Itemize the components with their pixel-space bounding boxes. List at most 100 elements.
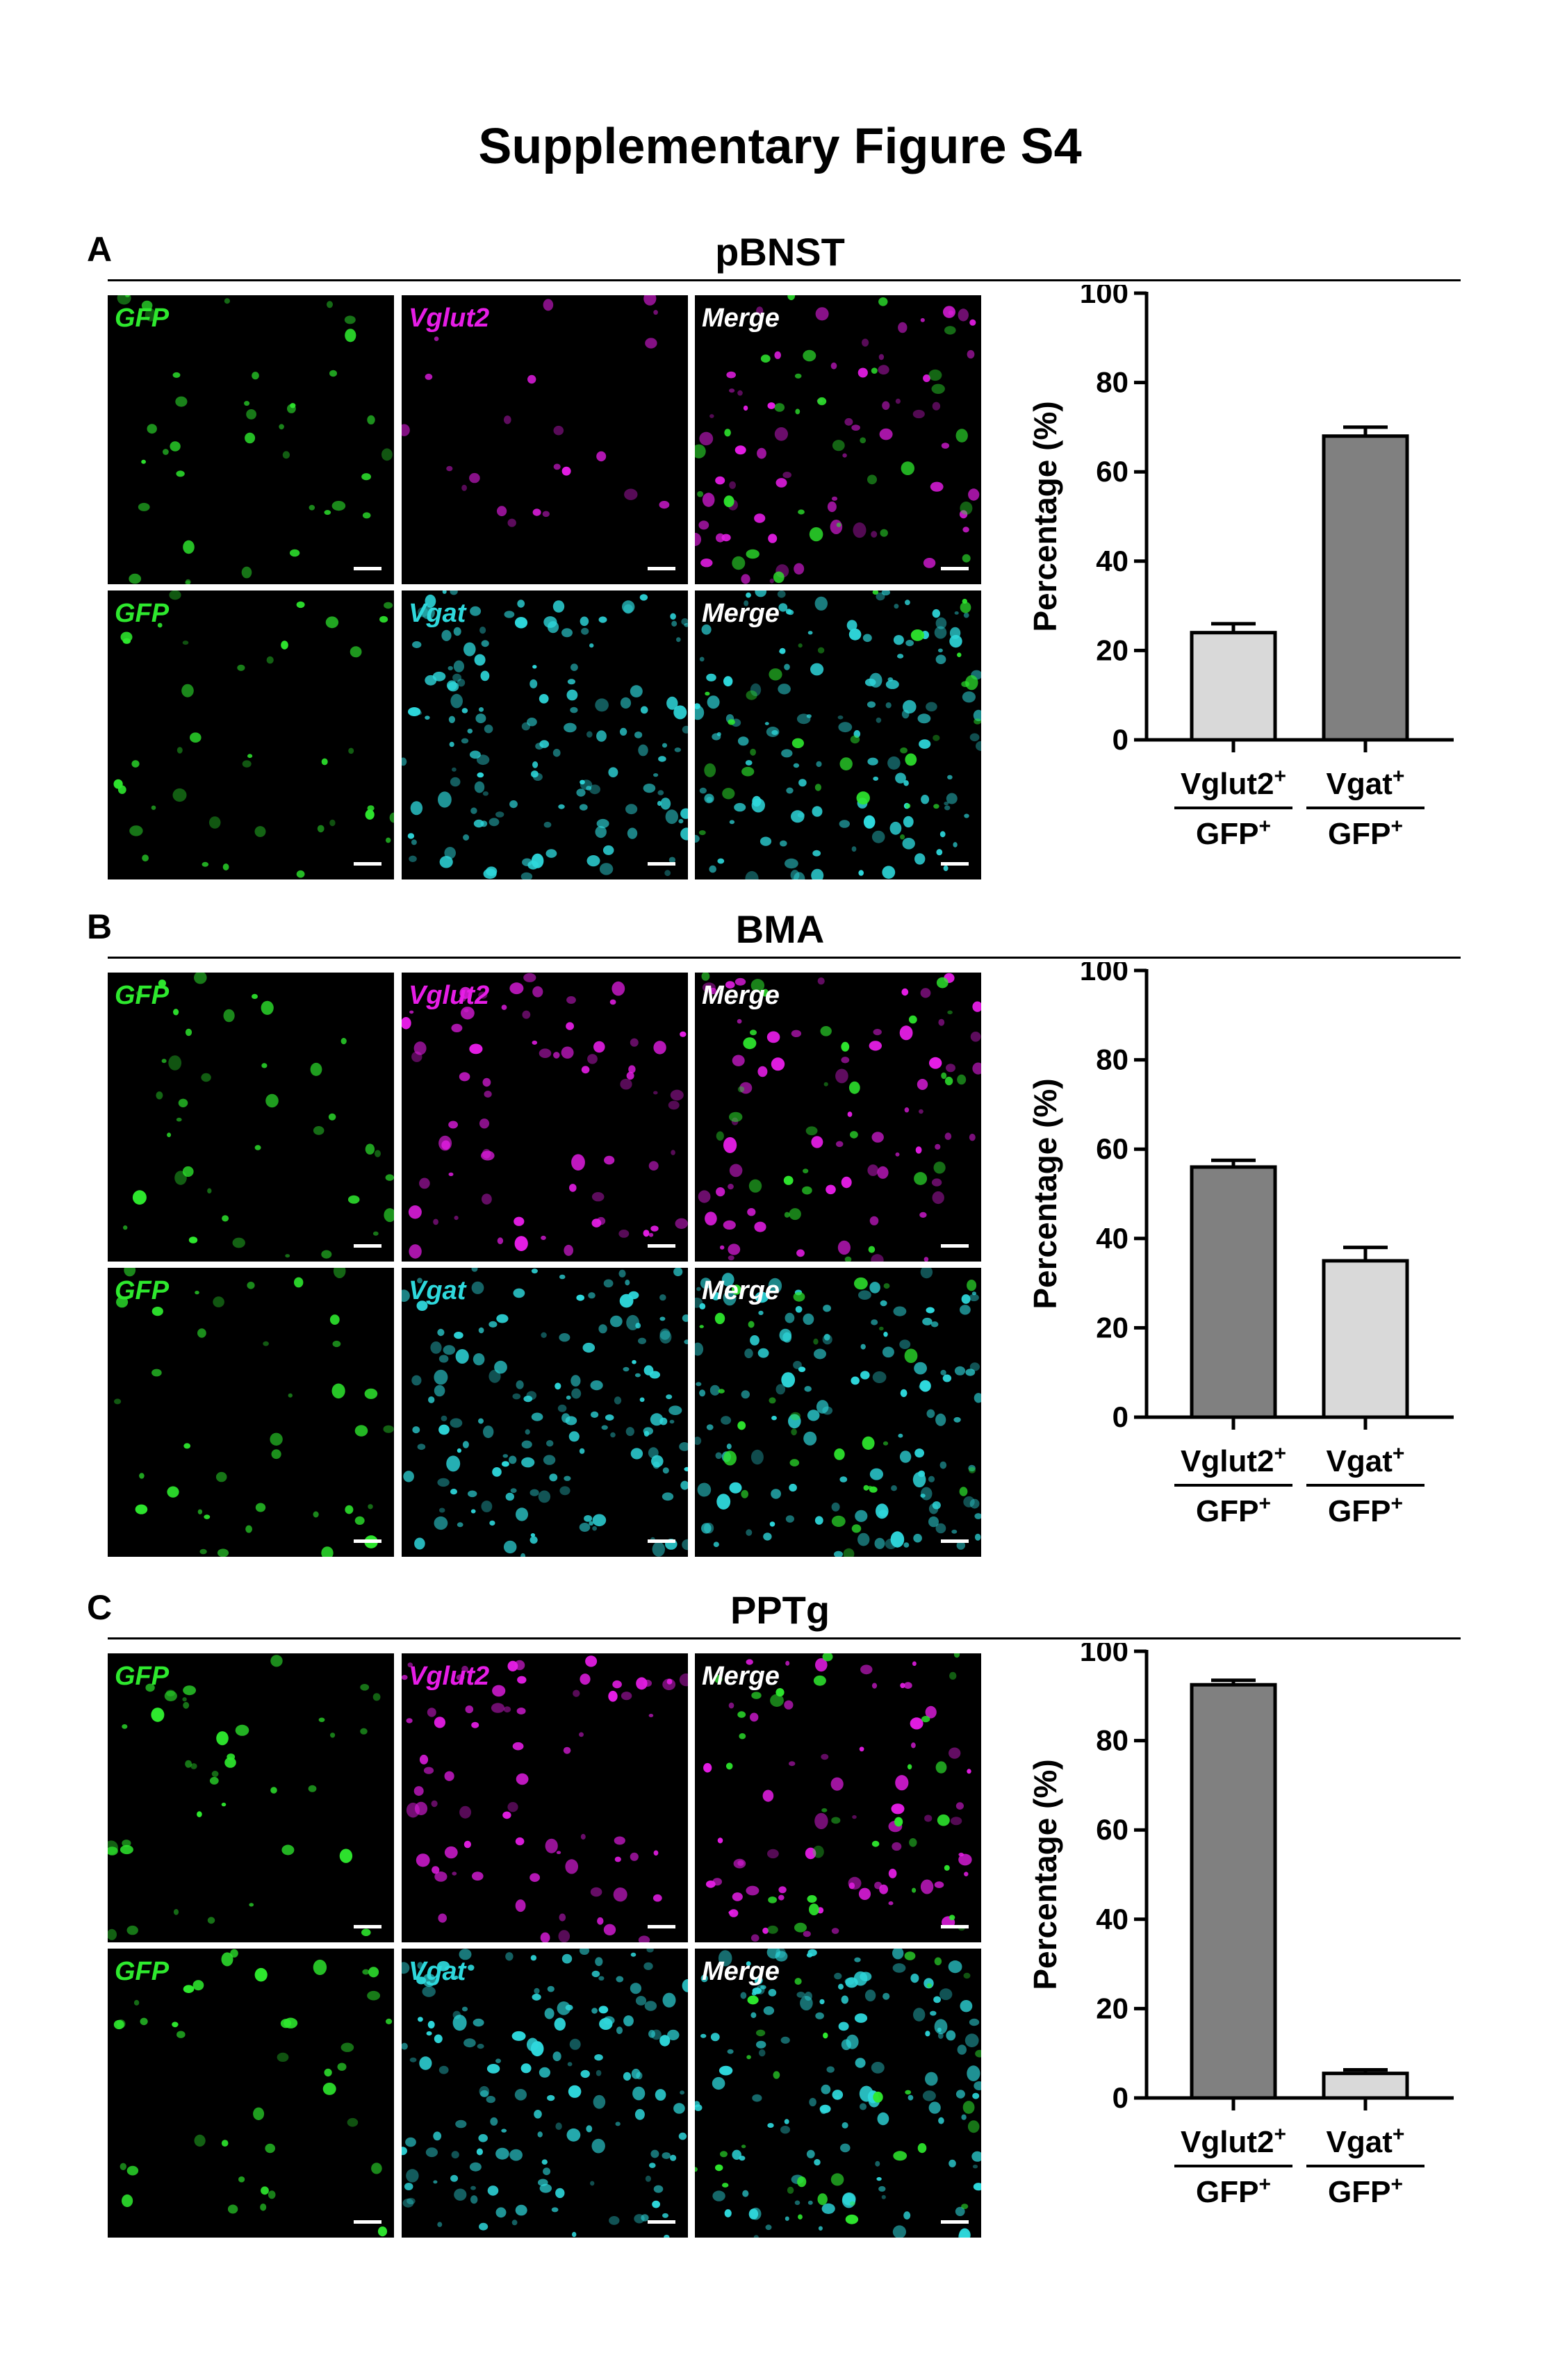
micrograph: Merge	[695, 1268, 981, 1557]
panel-b: B BMA GFP Vglut2 Merge GFP Vgat Merge 0 2…	[0, 907, 1560, 1573]
category-numerator: Vgat+	[1327, 2123, 1405, 2160]
panel-region-title: pBNST	[715, 230, 845, 274]
fluorescence-texture	[698, 973, 981, 1262]
y-tick-label: 80	[1096, 366, 1128, 399]
scale-bar	[648, 2220, 675, 2224]
y-tick-label: 60	[1096, 1813, 1128, 1846]
scale-bar	[354, 567, 381, 570]
channel-label: Vgat	[409, 599, 466, 628]
panel-region-title: PPTg	[730, 1588, 830, 1632]
scale-bar	[941, 1244, 969, 1248]
scale-bar	[354, 1244, 381, 1248]
scale-bar	[941, 1925, 969, 1928]
fluorescence-texture	[113, 590, 394, 878]
scale-bar	[941, 2220, 969, 2224]
fluorescence-texture	[695, 590, 981, 879]
panel-a: A pBNST GFP Vglut2 Merge GFP Vgat Merge …	[0, 229, 1560, 896]
micrograph: Merge	[695, 1949, 981, 2238]
micrograph: GFP	[108, 1653, 394, 1942]
y-axis-label: Percentage (%)	[1027, 1759, 1063, 1990]
fluorescence-texture	[695, 1268, 981, 1557]
fluorescence-texture	[402, 973, 688, 1259]
bar	[1190, 631, 1277, 742]
micrograph: GFP	[108, 590, 394, 879]
category-denominator: GFP+	[1196, 815, 1271, 852]
scale-bar	[941, 567, 969, 570]
y-tick-label: 40	[1096, 545, 1128, 577]
scale-bar	[648, 1244, 675, 1248]
channel-label: Vgat	[409, 1276, 466, 1305]
channel-label: Vglut2	[409, 1662, 490, 1691]
micrograph: Vgat	[402, 1268, 688, 1557]
bar	[1322, 1259, 1409, 1419]
bar	[1190, 1683, 1277, 2100]
fluorescence-texture	[402, 1949, 688, 2238]
panel-c: C PPTg GFP Vglut2 Merge GFP Vgat Merge 0…	[0, 1587, 1560, 2254]
channel-label: Merge	[702, 1957, 780, 1986]
micrograph: GFP	[108, 295, 394, 584]
fluorescence-texture	[402, 590, 688, 879]
y-tick-label: 100	[1080, 962, 1128, 986]
channel-label: Merge	[702, 599, 780, 628]
bar-chart: 0 20 40 60 80 100 Percentage (%) Vglut2+ GFP+ Vga…	[1027, 285, 1454, 852]
micrograph: Merge	[695, 1653, 981, 1942]
channel-label: GFP	[115, 1662, 170, 1691]
micrograph: Vglut2	[402, 1653, 688, 1942]
category-denominator: GFP+	[1196, 2173, 1271, 2210]
bar-chart: 0 20 40 60 80 100 Percentage (%) Vglut2+ GFP+ Vga…	[1027, 962, 1454, 1529]
channel-label: Merge	[702, 981, 780, 1010]
channel-label: GFP	[115, 304, 170, 333]
scale-bar	[648, 1925, 675, 1928]
y-tick-label: 100	[1080, 285, 1128, 309]
category-numerator: Vglut2+	[1181, 2123, 1286, 2160]
fluorescence-texture	[114, 1268, 394, 1557]
bar-chart: 0 20 40 60 80 100 Percentage (%) Vglut2+ GFP+ Vga…	[1027, 1643, 1454, 2210]
fluorescence-texture	[402, 1268, 688, 1557]
y-tick-label: 20	[1096, 1311, 1128, 1344]
y-tick-label: 20	[1096, 634, 1128, 666]
bar	[1322, 2072, 1409, 2100]
category-denominator: GFP+	[1196, 1492, 1271, 1529]
micrograph: Vgat	[402, 1949, 688, 2238]
fluorescence-texture	[108, 1655, 381, 1940]
category-denominator: GFP+	[1328, 1492, 1403, 1529]
panel-region-title: BMA	[735, 907, 825, 951]
micrograph: Merge	[695, 590, 981, 879]
y-tick-label: 100	[1080, 1643, 1128, 1667]
fluorescence-texture	[113, 1949, 393, 2237]
panel-letter: A	[87, 230, 113, 269]
scale-bar	[648, 1539, 675, 1543]
channel-label: GFP	[115, 1957, 170, 1986]
channel-label: GFP	[115, 981, 170, 1010]
y-tick-label: 40	[1096, 1222, 1128, 1255]
channel-label: Vgat	[409, 1957, 466, 1986]
y-tick-label: 0	[1112, 1400, 1128, 1433]
fluorescence-texture	[703, 1653, 972, 1942]
micrograph: Vglut2	[402, 973, 688, 1262]
channel-label: Merge	[702, 1662, 780, 1691]
fluorescence-texture	[117, 295, 393, 584]
panel-divider	[108, 279, 1461, 281]
y-tick-label: 60	[1096, 1132, 1128, 1165]
category-denominator: GFP+	[1328, 815, 1403, 852]
micrograph: GFP	[108, 1949, 394, 2238]
bar	[1190, 1165, 1277, 1419]
micrograph: Vglut2	[402, 295, 688, 584]
y-tick-label: 80	[1096, 1724, 1128, 1757]
micrograph: GFP	[108, 973, 394, 1262]
panel-letter: B	[87, 907, 113, 946]
scale-bar	[648, 567, 675, 570]
scale-bar	[354, 1539, 381, 1543]
panel-letter: C	[87, 1588, 113, 1627]
micrograph: Merge	[695, 973, 981, 1262]
y-tick-label: 60	[1096, 455, 1128, 488]
fluorescence-texture	[695, 1949, 981, 2238]
channel-label: GFP	[115, 599, 170, 628]
micrograph: GFP	[108, 1268, 394, 1557]
scale-bar	[648, 862, 675, 866]
category-numerator: Vgat+	[1327, 765, 1405, 802]
category-numerator: Vgat+	[1327, 1442, 1405, 1479]
scale-bar	[354, 862, 381, 866]
y-tick-label: 80	[1096, 1043, 1128, 1076]
panel-divider	[108, 957, 1461, 959]
